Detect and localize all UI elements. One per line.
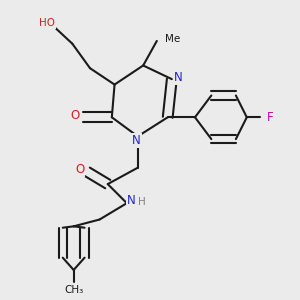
Text: CH₃: CH₃ [64,285,83,296]
Text: O: O [70,110,80,122]
Text: F: F [266,111,273,124]
Text: H: H [138,197,146,207]
Text: Me: Me [165,34,180,44]
Text: N: N [127,194,135,207]
Text: O: O [75,163,84,176]
Text: HO: HO [39,18,55,28]
Text: N: N [132,134,141,147]
Text: N: N [174,71,183,84]
